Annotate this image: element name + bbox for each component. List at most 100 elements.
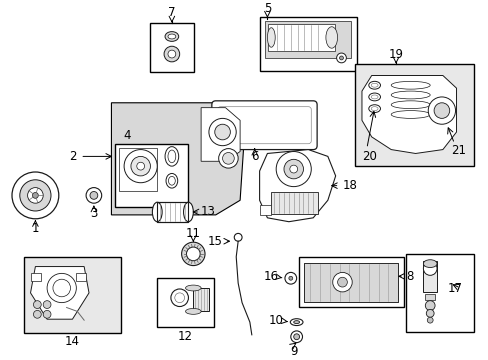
Circle shape [426,310,433,317]
Bar [193,288,208,311]
Polygon shape [30,266,89,319]
Circle shape [339,56,343,60]
Circle shape [276,152,311,186]
Polygon shape [361,76,456,153]
Bar [23,257,121,333]
Polygon shape [111,103,244,215]
Bar [157,202,188,222]
Circle shape [131,156,150,176]
Ellipse shape [368,81,380,89]
Ellipse shape [267,28,275,47]
Bar [271,193,318,214]
Text: 1: 1 [32,222,39,235]
Circle shape [186,247,200,261]
Circle shape [86,188,102,203]
Circle shape [27,188,43,203]
Bar [354,64,473,166]
Bar [150,23,194,72]
Circle shape [47,273,76,303]
Bar [31,273,41,281]
Circle shape [90,192,98,199]
Circle shape [33,310,41,318]
Circle shape [288,276,292,280]
Polygon shape [259,149,335,222]
Circle shape [181,242,204,266]
Circle shape [425,301,434,310]
Ellipse shape [325,27,337,48]
Circle shape [218,149,238,168]
Circle shape [289,165,297,173]
Ellipse shape [168,34,175,39]
Circle shape [137,162,144,170]
Text: 14: 14 [65,335,80,348]
Circle shape [427,317,432,323]
Text: 21: 21 [450,144,465,157]
Ellipse shape [368,105,380,113]
Circle shape [20,180,51,211]
Text: 17: 17 [447,282,462,294]
Ellipse shape [390,101,429,109]
Circle shape [214,124,230,140]
Ellipse shape [185,285,201,291]
Circle shape [168,50,175,58]
Text: 2: 2 [69,150,76,163]
Circle shape [164,46,179,62]
Circle shape [332,273,351,292]
Text: 3: 3 [90,207,98,220]
Bar [304,263,397,302]
Circle shape [337,277,346,287]
Bar [405,254,473,332]
Ellipse shape [390,91,429,99]
Text: 20: 20 [361,149,376,163]
Ellipse shape [390,81,429,89]
Circle shape [285,273,296,284]
Bar [423,261,436,292]
Bar [115,144,188,207]
Ellipse shape [423,260,436,267]
Circle shape [43,301,51,309]
Text: 18: 18 [342,179,357,192]
Bar [76,273,86,281]
Circle shape [284,159,303,179]
Ellipse shape [152,202,162,222]
Bar [259,17,356,71]
Ellipse shape [293,321,299,324]
Ellipse shape [165,32,178,41]
Bar [304,263,397,302]
Ellipse shape [183,202,193,222]
Text: 11: 11 [185,227,201,240]
Ellipse shape [165,147,178,166]
Circle shape [12,172,59,219]
Bar [265,21,350,58]
FancyBboxPatch shape [211,101,317,149]
Ellipse shape [166,174,177,188]
Ellipse shape [368,93,380,101]
Text: 15: 15 [207,235,222,248]
Text: 13: 13 [201,206,216,219]
Text: 19: 19 [388,48,403,61]
Circle shape [208,118,236,146]
Circle shape [423,262,436,275]
Bar [259,205,271,215]
Circle shape [433,103,449,118]
Bar [425,294,434,300]
Bar [268,24,334,51]
Polygon shape [201,108,240,161]
Bar [298,257,403,307]
Text: 7: 7 [168,6,175,19]
Text: 4: 4 [123,129,130,142]
Text: 9: 9 [289,345,297,357]
Bar [157,202,188,222]
Circle shape [222,153,234,164]
Circle shape [33,301,41,309]
Text: 8: 8 [405,270,412,283]
Ellipse shape [390,111,429,118]
Text: 12: 12 [178,330,193,343]
Circle shape [427,97,455,124]
Circle shape [32,193,38,198]
Ellipse shape [185,309,201,314]
Circle shape [293,334,299,340]
Circle shape [43,310,51,318]
Circle shape [124,149,157,183]
Bar [157,278,213,327]
